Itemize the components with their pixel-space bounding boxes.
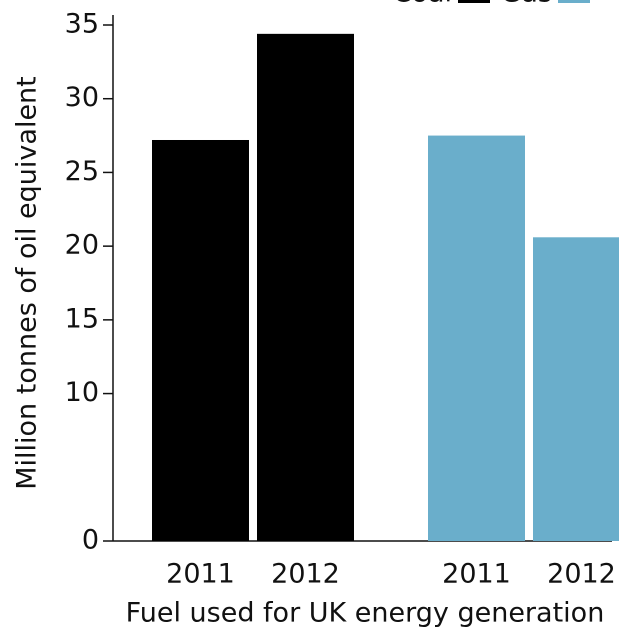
x-axis-title: Fuel used for UK energy generation (126, 598, 605, 629)
x-tick-label: 2012 (271, 559, 340, 590)
y-tick-label: 25 (65, 156, 99, 187)
bar (257, 33, 354, 542)
bar (152, 139, 249, 541)
y-tick-label: 35 (65, 9, 99, 40)
y-axis-title: Million tonnes of oil equivalent (12, 76, 43, 490)
y-tick-label: 30 (65, 82, 99, 113)
x-tick-label: 2011 (442, 559, 511, 590)
legend-swatch (558, 0, 590, 3)
y-tick-label: 0 (82, 525, 99, 556)
x-tick-label: 2012 (547, 559, 616, 590)
y-tick-label: 10 (65, 377, 99, 408)
y-tick-label: 15 (65, 303, 99, 334)
bar (428, 135, 525, 542)
bar (533, 237, 619, 541)
y-tick-label: 20 (65, 230, 99, 261)
legend-label: Gas (500, 0, 552, 9)
legend-swatch (458, 0, 490, 3)
legend-label: Coal (393, 0, 452, 9)
x-tick-label: 2011 (166, 559, 235, 590)
